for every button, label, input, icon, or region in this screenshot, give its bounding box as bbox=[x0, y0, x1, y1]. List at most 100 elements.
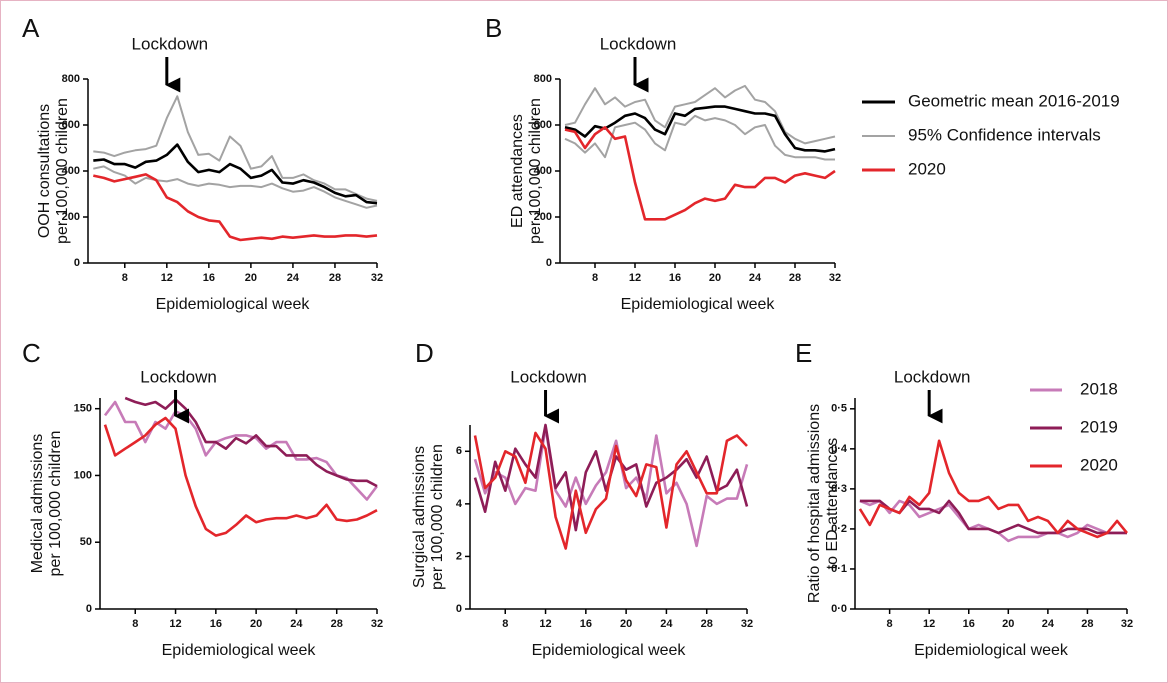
series-line bbox=[124, 396, 378, 488]
panel-letter: A bbox=[22, 13, 40, 43]
panel-letter: E bbox=[795, 338, 812, 368]
x-tick-label: 28 bbox=[701, 618, 713, 630]
y-tick-label: 0·2 bbox=[831, 523, 847, 535]
annotation-text: Lockdown bbox=[510, 367, 587, 386]
x-tick-label: 32 bbox=[371, 272, 383, 284]
y-tick-label: 200 bbox=[62, 211, 80, 223]
x-tick-label: 20 bbox=[709, 272, 721, 284]
y-tick-label: 200 bbox=[534, 211, 552, 223]
legend-label: 2019 bbox=[1080, 417, 1118, 436]
x-tick-label: 12 bbox=[169, 618, 181, 630]
y-axis-title: Surgical admissions bbox=[411, 446, 428, 588]
y-axis-title: Medical admissions bbox=[29, 434, 46, 574]
x-tick-label: 12 bbox=[161, 272, 173, 284]
x-tick-label: 28 bbox=[331, 618, 343, 630]
series-line bbox=[93, 173, 378, 242]
panel: B 0 200 400 600 800 8 12 16 20 24 28 32 Epidemiologic… bbox=[485, 13, 1120, 313]
y-tick-label: 0 bbox=[456, 603, 462, 615]
x-tick-label: 20 bbox=[620, 618, 632, 630]
panel-letter: B bbox=[485, 13, 502, 43]
y-tick-label: 6 bbox=[456, 445, 462, 457]
y-axis-title: per 100,000 children bbox=[54, 98, 71, 244]
panel-letter: D bbox=[415, 338, 434, 368]
x-tick-label: 8 bbox=[887, 618, 893, 630]
x-tick-label: 20 bbox=[1002, 618, 1014, 630]
y-tick-label: 0·5 bbox=[831, 403, 847, 415]
x-axis-title: Epidemiological week bbox=[914, 642, 1069, 659]
y-tick-label: 0 bbox=[546, 257, 552, 269]
y-tick-label: 400 bbox=[534, 165, 552, 177]
x-axis-title: Epidemiological week bbox=[532, 642, 687, 659]
y-tick-label: 600 bbox=[534, 119, 552, 131]
legend-label: 2018 bbox=[1080, 379, 1118, 398]
y-tick-label: 0 bbox=[86, 603, 92, 615]
annotation-text: Lockdown bbox=[600, 34, 677, 53]
x-tick-label: 12 bbox=[539, 618, 551, 630]
y-tick-label: 0·4 bbox=[831, 443, 848, 455]
series-line bbox=[564, 84, 836, 145]
panel-letter: C bbox=[22, 338, 41, 368]
x-tick-label: 28 bbox=[1081, 618, 1093, 630]
x-tick-label: 16 bbox=[210, 618, 222, 630]
panel: C 0 50 100 150 8 12 16 20 24 28 32 Epidemiological w… bbox=[22, 338, 383, 659]
y-axis-title: OOH consultations bbox=[36, 104, 53, 238]
x-axis-title: Epidemiological week bbox=[156, 296, 311, 313]
y-tick-label: 0·1 bbox=[831, 563, 847, 575]
series-line bbox=[103, 400, 379, 501]
y-axis-title: per 100,000 children bbox=[429, 444, 446, 590]
x-tick-label: 32 bbox=[741, 618, 753, 630]
x-tick-label: 24 bbox=[660, 618, 673, 630]
y-tick-label: 100 bbox=[74, 469, 92, 481]
x-tick-label: 16 bbox=[203, 272, 215, 284]
y-axis-title: Ratio of hospital admissions bbox=[806, 404, 823, 603]
y-tick-label: 50 bbox=[80, 536, 92, 548]
x-tick-label: 12 bbox=[629, 272, 641, 284]
series-line bbox=[564, 105, 836, 153]
series-line bbox=[93, 165, 378, 209]
x-tick-label: 20 bbox=[250, 618, 262, 630]
x-tick-label: 12 bbox=[923, 618, 935, 630]
y-tick-label: 800 bbox=[534, 73, 552, 85]
series-line bbox=[564, 126, 836, 221]
x-tick-label: 32 bbox=[1121, 618, 1133, 630]
x-tick-label: 8 bbox=[122, 272, 128, 284]
series-line bbox=[93, 143, 378, 205]
series-line bbox=[858, 439, 1129, 539]
x-tick-label: 8 bbox=[592, 272, 598, 284]
panel: A 0 200 400 600 800 8 12 16 20 24 28 32 Epidemiologic… bbox=[22, 13, 383, 313]
y-tick-label: 0·3 bbox=[831, 483, 847, 495]
x-tick-label: 8 bbox=[132, 618, 138, 630]
y-axis-title: ED attendances bbox=[509, 114, 526, 228]
y-axis-title: per 100,000 children bbox=[527, 98, 544, 244]
x-tick-label: 24 bbox=[290, 618, 303, 630]
y-tick-label: 4 bbox=[456, 498, 463, 510]
annotation-text: Lockdown bbox=[132, 34, 209, 53]
x-tick-label: 8 bbox=[502, 618, 508, 630]
x-tick-label: 24 bbox=[1042, 618, 1055, 630]
x-tick-label: 16 bbox=[963, 618, 975, 630]
x-axis-title: Epidemiological week bbox=[162, 642, 317, 659]
x-tick-label: 28 bbox=[789, 272, 801, 284]
legend-label: 95% Confidence intervals bbox=[908, 125, 1101, 144]
y-tick-label: 0 bbox=[74, 257, 80, 269]
y-axis-title: to ED attendances bbox=[824, 438, 841, 570]
panel: E 0·0 0·1 0·2 0·3 0·4 0·5 8 12 16 20 24 28 32 Epidemio… bbox=[795, 338, 1133, 659]
annotation-text: Lockdown bbox=[894, 367, 971, 386]
x-tick-label: 20 bbox=[245, 272, 257, 284]
y-axis-title: per 100,000 children bbox=[47, 431, 64, 577]
x-tick-label: 32 bbox=[829, 272, 841, 284]
y-tick-label: 600 bbox=[62, 119, 80, 131]
y-tick-label: 400 bbox=[62, 165, 80, 177]
x-tick-label: 24 bbox=[287, 272, 300, 284]
legend-label: Geometric mean 2016-2019 bbox=[908, 91, 1120, 110]
x-tick-label: 16 bbox=[580, 618, 592, 630]
series-line bbox=[473, 431, 748, 550]
legend-label: 2020 bbox=[1080, 455, 1118, 474]
x-tick-label: 32 bbox=[371, 618, 383, 630]
x-axis-title: Epidemiological week bbox=[621, 296, 776, 313]
annotation-text: Lockdown bbox=[140, 367, 217, 386]
series-line bbox=[103, 416, 378, 537]
y-tick-label: 800 bbox=[62, 73, 80, 85]
legend-label: 2020 bbox=[908, 159, 946, 178]
